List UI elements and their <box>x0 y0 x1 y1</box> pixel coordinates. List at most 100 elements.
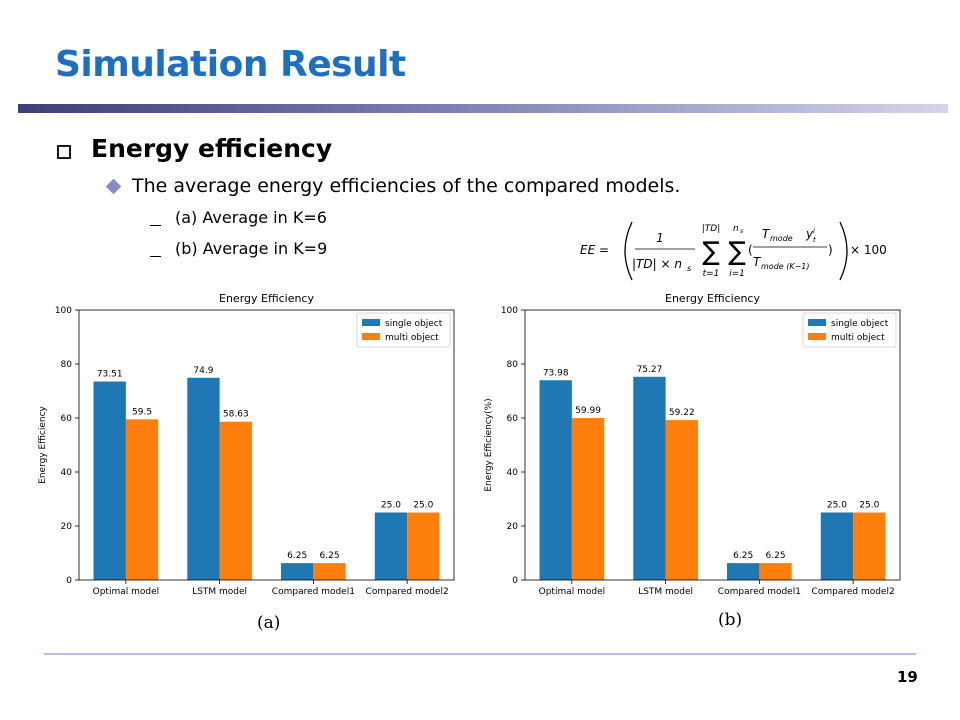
y-tick-label: 0 <box>66 576 72 586</box>
bar-multi <box>571 418 605 580</box>
dash-bullet-icon <box>150 225 161 226</box>
y-tick-label: 20 <box>507 522 519 532</box>
bar-multi <box>853 512 886 580</box>
legend-swatch <box>808 319 826 326</box>
chart-b-caption: (b) <box>718 610 743 630</box>
legend-box <box>802 312 897 348</box>
formula-tail: × 100 <box>850 243 887 257</box>
data-label: 74.9 <box>193 366 213 376</box>
sum2-icon: ∑ <box>728 237 746 267</box>
data-label: 59.99 <box>575 406 601 416</box>
data-label: 6.25 <box>320 551 340 561</box>
data-label: 75.27 <box>637 365 663 375</box>
energy-efficiency-chart-a: Energy Efficiency 0 20 40 60 80 100 Energy Effi… <box>38 292 455 597</box>
formula-inner-den: T <box>753 255 762 269</box>
formula-inner-num-y-sup: i <box>813 227 815 235</box>
formula-inner-num-sub: mode <box>770 234 793 243</box>
dash-bullet-icon <box>150 256 161 257</box>
energy-efficiency-formula: EE = 1 |TD| × n s |TD| ∑ t=1 n s ∑ i=1 (… <box>580 221 887 281</box>
data-label: 6.25 <box>733 551 753 561</box>
legend-swatch <box>362 333 380 340</box>
x-tick-label: Compared model1 <box>272 587 355 597</box>
bar-multi <box>313 563 346 580</box>
y-tick-label: 20 <box>61 522 73 532</box>
bar-multi <box>219 421 252 580</box>
bar-single <box>633 376 666 580</box>
formula-frac-den: |TD| × n <box>632 257 682 271</box>
bar-single <box>187 377 220 580</box>
bar-multi <box>407 512 440 580</box>
data-label: 25.0 <box>413 501 433 511</box>
data-label: 73.51 <box>97 370 123 380</box>
data-label: 25.0 <box>381 501 401 511</box>
bar-single <box>727 563 760 580</box>
bar-single <box>539 380 572 580</box>
footer-divider <box>44 653 916 655</box>
formula-lhs: EE = <box>580 243 609 257</box>
bar-single <box>820 512 854 580</box>
legend-label: single object <box>385 319 443 329</box>
energy-efficiency-chart-b: Energy Efficiency 0 20 40 60 80 100 Energy Effi… <box>484 292 901 597</box>
formula-sum1-top: |TD| <box>702 224 721 234</box>
x-tick-label: Compared model2 <box>366 587 449 597</box>
formula-inner-num-y-sub: t <box>813 236 816 244</box>
y-axis-label: Energy Efficiency(%) <box>484 398 494 491</box>
legend-label: single object <box>831 319 889 329</box>
list-item-b: (b) Average in K=9 <box>175 239 328 258</box>
data-label: 6.25 <box>287 551 307 561</box>
diamond-bullet-icon <box>105 178 122 195</box>
sum1-icon: ∑ <box>702 237 720 267</box>
data-label: 25.0 <box>827 501 847 511</box>
title-divider <box>18 104 948 113</box>
plot-frame <box>524 309 901 581</box>
legend-swatch <box>362 319 380 326</box>
y-tick-label: 0 <box>512 576 518 586</box>
y-tick-label: 100 <box>55 306 72 316</box>
chart-a-caption: (a) <box>257 613 281 633</box>
section-heading: Energy efficiency <box>91 134 333 163</box>
formula-inner-num: T <box>762 227 771 241</box>
bar-multi <box>665 420 698 580</box>
plot-frame <box>78 309 455 581</box>
paren-open: ( <box>748 243 753 257</box>
y-tick-label: 60 <box>507 414 519 424</box>
bar-single <box>93 381 126 580</box>
data-label: 59.22 <box>669 408 695 418</box>
formula-inner-den-sub: mode (K−1) <box>761 262 810 271</box>
x-tick-label: Optimal model <box>539 587 606 597</box>
data-label: 6.25 <box>766 551 786 561</box>
bar-multi <box>125 419 159 580</box>
formula-sum2-top-sub: s <box>740 228 743 235</box>
y-tick-label: 40 <box>507 468 519 478</box>
x-tick-label: Compared model1 <box>718 587 801 597</box>
y-axis-label: Energy Efficiency <box>38 405 48 483</box>
y-tick-label: 100 <box>501 306 518 316</box>
chart-title: Energy Efficiency <box>219 292 314 305</box>
formula-inner-num-y: y <box>805 227 814 241</box>
list-item-a: (a) Average in K=6 <box>175 208 327 227</box>
x-tick-label: LSTM model <box>638 587 693 597</box>
page-number: 19 <box>897 668 918 686</box>
y-tick-label: 80 <box>61 360 73 370</box>
formula-sum2-top: n <box>733 224 739 234</box>
data-label: 58.63 <box>223 410 249 420</box>
x-tick-label: Optimal model <box>93 587 160 597</box>
y-tick-label: 60 <box>61 414 73 424</box>
formula-frac-num: 1 <box>656 231 664 245</box>
data-label: 73.98 <box>543 368 569 378</box>
legend-swatch <box>808 333 826 340</box>
legend-label: multi object <box>385 333 439 343</box>
x-tick-label: LSTM model <box>192 587 247 597</box>
chart-title: Energy Efficiency <box>665 292 760 305</box>
bar-multi <box>759 563 792 580</box>
formula-sum1-bottom: t=1 <box>703 269 720 279</box>
paren-close: ) <box>828 243 833 257</box>
legend-box <box>356 312 451 348</box>
slide-title: Simulation Result <box>55 44 406 85</box>
formula-sum2-bottom: i=1 <box>729 269 745 279</box>
square-bullet-icon <box>57 145 71 159</box>
y-tick-label: 40 <box>61 468 73 478</box>
legend-label: multi object <box>831 333 885 343</box>
data-label: 59.5 <box>132 407 152 417</box>
formula-frac-den-sub: s <box>687 264 691 273</box>
